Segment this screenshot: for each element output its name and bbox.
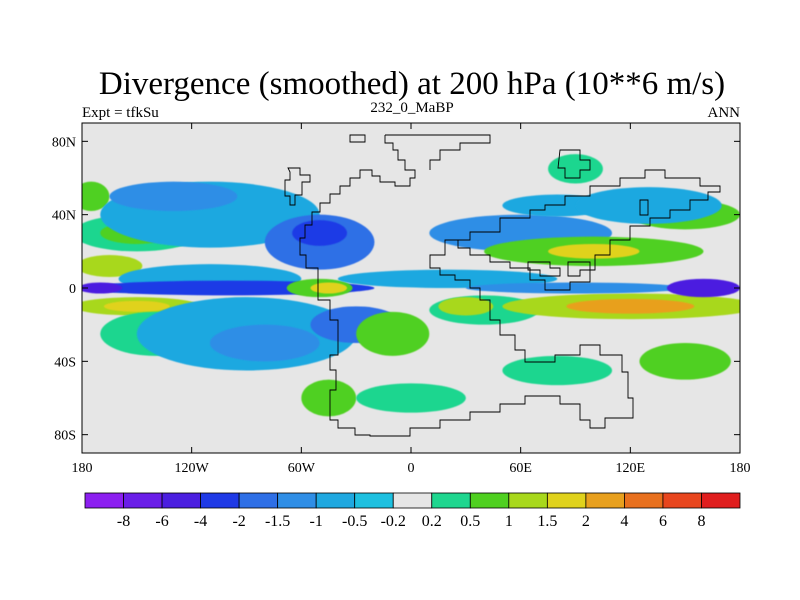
experiment-label: Expt = tfkSu <box>82 105 159 121</box>
colorbar-label-4: -1.5 <box>265 513 290 530</box>
contour-region-11 <box>209 324 320 362</box>
x-tick-label-2: 60W <box>288 461 316 476</box>
x-axis: 180 120W 60W 0 60E 120E 180 <box>72 123 751 476</box>
colorbar-box-11 <box>508 492 548 509</box>
colorbar-box-10 <box>469 492 510 509</box>
colorbar-box-8 <box>392 492 433 509</box>
japan-outline <box>639 199 649 216</box>
x-tick-label-3: 0 <box>408 461 415 476</box>
contour-region-34 <box>639 343 731 380</box>
colorbar-label-15: 8 <box>697 513 705 530</box>
colorbar-label-8: 0.2 <box>422 513 442 530</box>
coastlines <box>284 134 721 437</box>
contour-region-37 <box>575 187 722 224</box>
colorbar-label-2: -4 <box>194 513 207 530</box>
colorbar-box-5 <box>277 492 317 509</box>
contour-region-31 <box>666 278 740 298</box>
y-tick-label-0: 80N <box>52 135 76 150</box>
contour-region-27 <box>548 244 640 259</box>
colorbar-box-9 <box>431 492 471 509</box>
contour-region-35 <box>502 355 613 386</box>
contour-region-19 <box>337 269 558 289</box>
contour-region-29 <box>566 299 695 314</box>
plot-area <box>81 122 741 454</box>
y-tick-label-2: 0 <box>69 282 76 297</box>
contour-region-8 <box>109 181 238 211</box>
colorbar-label-14: 6 <box>659 513 667 530</box>
colorbar-label-0: -8 <box>117 513 130 530</box>
contour-region-36 <box>356 383 466 413</box>
season-label: ANN <box>708 105 741 121</box>
colorbar-box-15 <box>662 492 702 509</box>
colorbar-box-13 <box>585 492 625 509</box>
colorbar-label-1: -6 <box>155 513 168 530</box>
colorbar-box-6 <box>315 492 356 509</box>
chart-title: Divergence (smoothed) at 200 hPa (10**6 … <box>99 66 725 102</box>
y-axis: 80N 40N 0 40S 80S <box>52 135 740 444</box>
contour-region-2 <box>82 181 110 211</box>
colorbar-box-16 <box>701 492 741 509</box>
colorbar-box-3 <box>200 492 240 509</box>
colorbar-label-7: -0.2 <box>381 513 406 530</box>
x-tick-label-0: 180 <box>72 461 93 476</box>
y-tick-label-4: 80S <box>54 429 76 444</box>
colorbar-box-0 <box>84 492 124 509</box>
contour-region-20 <box>356 311 430 356</box>
contour-region-5 <box>103 300 170 312</box>
colorbar-box-14 <box>624 492 664 509</box>
x-tick-label-1: 120W <box>175 461 210 476</box>
colorbar: -8 -6 -4 -2 -1.5 -1 -0.5 -0.2 0.2 0.5 1 1.5 2 4 6 8 <box>84 492 741 530</box>
colorbar-label-6: -0.5 <box>342 513 367 530</box>
colorbar-label-10: 1 <box>505 513 513 530</box>
contour-fills <box>82 154 740 417</box>
maritime-outline <box>527 261 591 277</box>
colorbar-label-3: -2 <box>232 513 245 530</box>
contour-region-18 <box>310 282 348 294</box>
colorbar-label-9: 0.5 <box>460 513 480 530</box>
colorbar-box-7 <box>354 492 394 509</box>
asia-east-outline <box>557 149 591 179</box>
colorbar-box-4 <box>238 492 279 509</box>
contour-region-16 <box>82 282 123 294</box>
contour-region-30 <box>465 282 686 294</box>
y-tick-label-3: 40S <box>54 355 76 370</box>
north-america-outline <box>284 167 311 206</box>
colorbar-label-5: -1 <box>310 513 323 530</box>
period-label: 232_0_MaBP <box>370 100 453 116</box>
continent-outline-main <box>299 134 721 437</box>
contour-region-21 <box>301 379 357 417</box>
contour-region-13 <box>292 220 348 246</box>
y-tick-label-1: 40N <box>52 209 76 224</box>
colorbar-box-12 <box>546 492 587 509</box>
contour-region-3 <box>82 255 143 277</box>
contour-region-33 <box>548 154 603 184</box>
greenland-outline <box>349 134 366 143</box>
x-tick-label-6: 180 <box>730 461 751 476</box>
colorbar-label-12: 2 <box>582 513 590 530</box>
colorbar-box-2 <box>161 492 201 509</box>
x-tick-label-5: 120E <box>616 461 646 476</box>
x-tick-label-4: 60E <box>509 461 532 476</box>
colorbar-label-13: 4 <box>620 513 628 530</box>
colorbar-label-11: 1.5 <box>537 513 557 530</box>
colorbar-box-1 <box>123 492 163 509</box>
contour-region-23 <box>438 297 494 316</box>
